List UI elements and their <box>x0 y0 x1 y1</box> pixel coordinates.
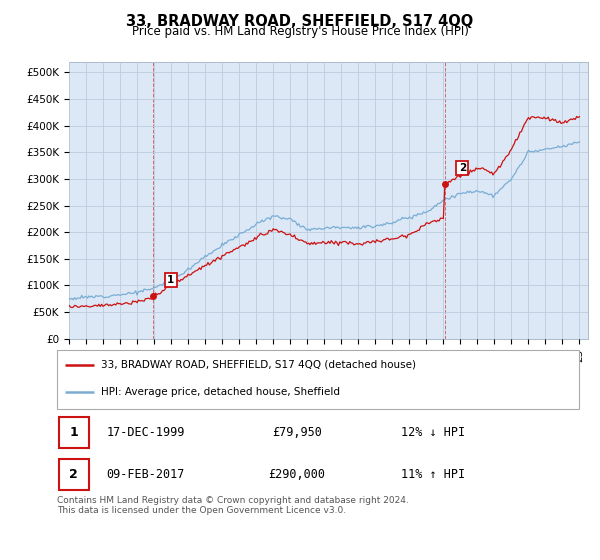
Text: 33, BRADWAY ROAD, SHEFFIELD, S17 4QQ: 33, BRADWAY ROAD, SHEFFIELD, S17 4QQ <box>127 14 473 29</box>
Text: 12% ↓ HPI: 12% ↓ HPI <box>401 426 465 439</box>
Text: 11% ↑ HPI: 11% ↑ HPI <box>401 468 465 481</box>
Text: Price paid vs. HM Land Registry's House Price Index (HPI): Price paid vs. HM Land Registry's House … <box>131 25 469 38</box>
Text: 33, BRADWAY ROAD, SHEFFIELD, S17 4QQ (detached house): 33, BRADWAY ROAD, SHEFFIELD, S17 4QQ (de… <box>101 360 416 370</box>
Text: 09-FEB-2017: 09-FEB-2017 <box>107 468 185 481</box>
Text: 2: 2 <box>458 163 466 173</box>
Text: 1: 1 <box>167 275 174 285</box>
Text: £290,000: £290,000 <box>269 468 326 481</box>
Text: HPI: Average price, detached house, Sheffield: HPI: Average price, detached house, Shef… <box>101 388 340 398</box>
Text: 2: 2 <box>70 468 78 481</box>
FancyBboxPatch shape <box>59 459 89 490</box>
Text: £79,950: £79,950 <box>272 426 322 439</box>
Text: 17-DEC-1999: 17-DEC-1999 <box>107 426 185 439</box>
Text: Contains HM Land Registry data © Crown copyright and database right 2024.
This d: Contains HM Land Registry data © Crown c… <box>57 496 409 515</box>
Text: 1: 1 <box>70 426 78 439</box>
FancyBboxPatch shape <box>57 350 579 409</box>
FancyBboxPatch shape <box>59 417 89 448</box>
